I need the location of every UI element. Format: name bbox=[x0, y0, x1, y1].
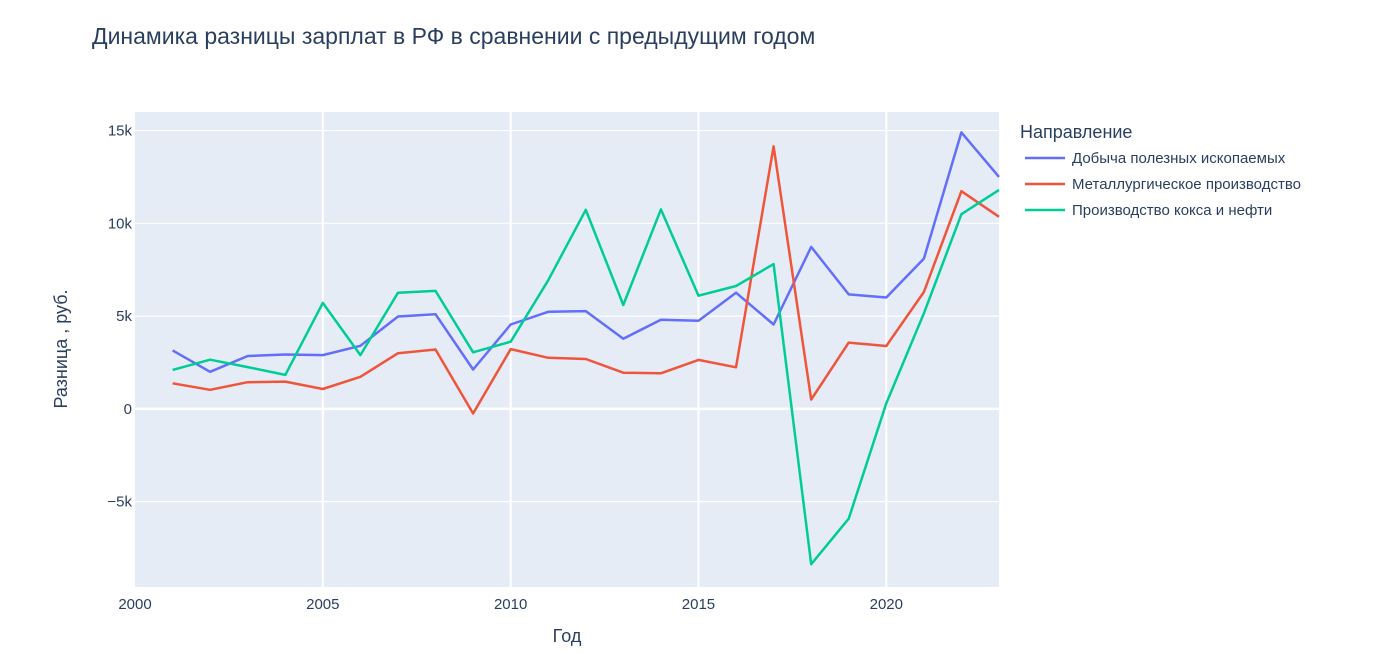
legend-label: Производство кокса и нефти bbox=[1072, 202, 1272, 219]
plot-area[interactable] bbox=[135, 112, 999, 587]
legend-title: Направление bbox=[1020, 122, 1132, 142]
y-tick-label: 0 bbox=[124, 401, 132, 418]
legend-item-2[interactable]: Металлургическое производство bbox=[1025, 176, 1301, 193]
x-axis-title: Год bbox=[553, 626, 582, 646]
y-axis-title: Разница , руб. bbox=[51, 289, 71, 408]
x-tick-label: 2015 bbox=[682, 596, 715, 613]
y-tick-label: 5k bbox=[116, 308, 132, 325]
y-tick-label: −5k bbox=[107, 494, 132, 511]
legend-item-1[interactable]: Добыча полезных ископаемых bbox=[1025, 150, 1286, 167]
series-lines bbox=[171, 131, 1000, 566]
grid-lines bbox=[135, 112, 999, 587]
series-line-1[interactable] bbox=[171, 131, 1000, 374]
legend[interactable]: Направление Добыча полезных ископаемых Ме… bbox=[1020, 122, 1301, 219]
x-tick-label: 2020 bbox=[870, 596, 903, 613]
series-line-3[interactable] bbox=[172, 188, 1000, 566]
chart-title: Динамика разницы зарплат в РФ в сравнени… bbox=[92, 23, 815, 49]
series-line-2[interactable] bbox=[172, 145, 1000, 415]
y-tick-label: 10k bbox=[108, 215, 133, 232]
legend-label: Металлургическое производство bbox=[1072, 176, 1301, 193]
x-tick-label: 2000 bbox=[118, 596, 151, 613]
x-tick-label: 2005 bbox=[306, 596, 339, 613]
x-tick-label: 2010 bbox=[494, 596, 527, 613]
y-tick-label: 15k bbox=[108, 123, 133, 140]
legend-item-3[interactable]: Производство кокса и нефти bbox=[1025, 202, 1272, 219]
axis-ticks: 2000 2005 2010 2015 2020 −5k 0 5k 10k 15k bbox=[107, 123, 903, 613]
legend-label: Добыча полезных ископаемых bbox=[1072, 150, 1286, 167]
